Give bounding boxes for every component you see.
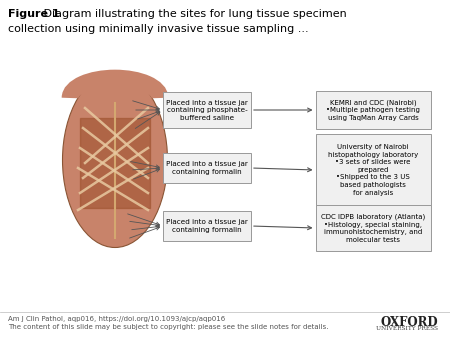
Text: CDC IDPB laboratory (Atlanta)
•Histology, special staining,
immunohistochemistry: CDC IDPB laboratory (Atlanta) •Histology… [321,214,425,242]
FancyBboxPatch shape [315,205,431,251]
Text: Placed into a tissue jar
containing phosphate-
buffered saline: Placed into a tissue jar containing phos… [166,99,248,121]
Text: UNIVERSITY PRESS: UNIVERSITY PRESS [376,326,438,331]
FancyBboxPatch shape [163,153,251,183]
Text: Am J Clin Pathol, aqp016, https://doi.org/10.1093/ajcp/aqp016: Am J Clin Pathol, aqp016, https://doi.or… [8,316,225,322]
Text: Placed into a tissue jar
containing formalin: Placed into a tissue jar containing form… [166,219,248,233]
Text: The content of this slide may be subject to copyright: please see the slide note: The content of this slide may be subject… [8,324,328,330]
Text: collection using minimally invasive tissue sampling ...: collection using minimally invasive tiss… [8,24,309,34]
FancyBboxPatch shape [315,134,431,206]
Text: University of Nairobi
histopathology laboratory
•3 sets of slides were
prepared
: University of Nairobi histopathology lab… [328,145,418,195]
FancyBboxPatch shape [315,91,431,129]
Text: OXFORD: OXFORD [380,316,438,329]
FancyBboxPatch shape [163,211,251,241]
Polygon shape [80,118,150,208]
Text: Placed into a tissue jar
containing formalin: Placed into a tissue jar containing form… [166,161,248,175]
Text: KEMRI and CDC (Nairobi)
•Multiple pathogen testing
using TaqMan Array Cards: KEMRI and CDC (Nairobi) •Multiple pathog… [326,99,420,121]
Text: Figure 1: Figure 1 [8,9,60,20]
Ellipse shape [63,72,167,247]
Text: Diagram illustrating the sites for lung tissue specimen: Diagram illustrating the sites for lung … [40,9,347,20]
FancyBboxPatch shape [163,92,251,128]
